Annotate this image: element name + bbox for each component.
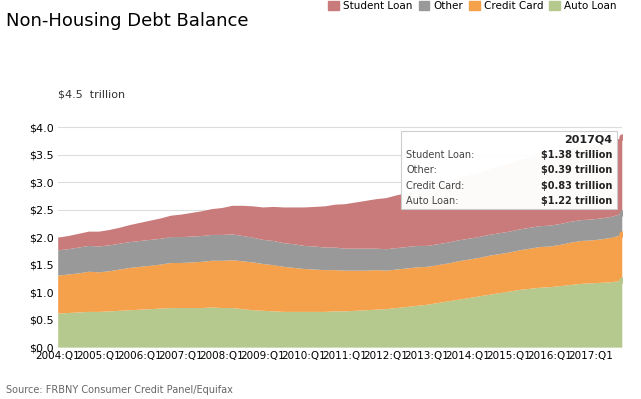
Text: Student Loan:: Student Loan: bbox=[406, 150, 475, 160]
FancyBboxPatch shape bbox=[401, 130, 617, 209]
Text: 2017Q4: 2017Q4 bbox=[565, 135, 613, 145]
Text: $1.22 trillion: $1.22 trillion bbox=[541, 196, 613, 206]
Text: Non-Housing Debt Balance: Non-Housing Debt Balance bbox=[6, 12, 249, 30]
Text: Credit Card:: Credit Card: bbox=[406, 181, 465, 191]
Text: $1.38 trillion: $1.38 trillion bbox=[541, 150, 613, 160]
Text: $4.5  trillion: $4.5 trillion bbox=[58, 90, 125, 100]
Text: Auto Loan:: Auto Loan: bbox=[406, 196, 459, 206]
Text: $0.83 trillion: $0.83 trillion bbox=[541, 181, 613, 191]
Text: Source: FRBNY Consumer Credit Panel/Equifax: Source: FRBNY Consumer Credit Panel/Equi… bbox=[6, 385, 233, 395]
Text: Other:: Other: bbox=[406, 165, 437, 175]
Legend: Student Loan, Other, Credit Card, Auto Loan: Student Loan, Other, Credit Card, Auto L… bbox=[328, 1, 617, 11]
Text: $0.39 trillion: $0.39 trillion bbox=[541, 165, 613, 175]
